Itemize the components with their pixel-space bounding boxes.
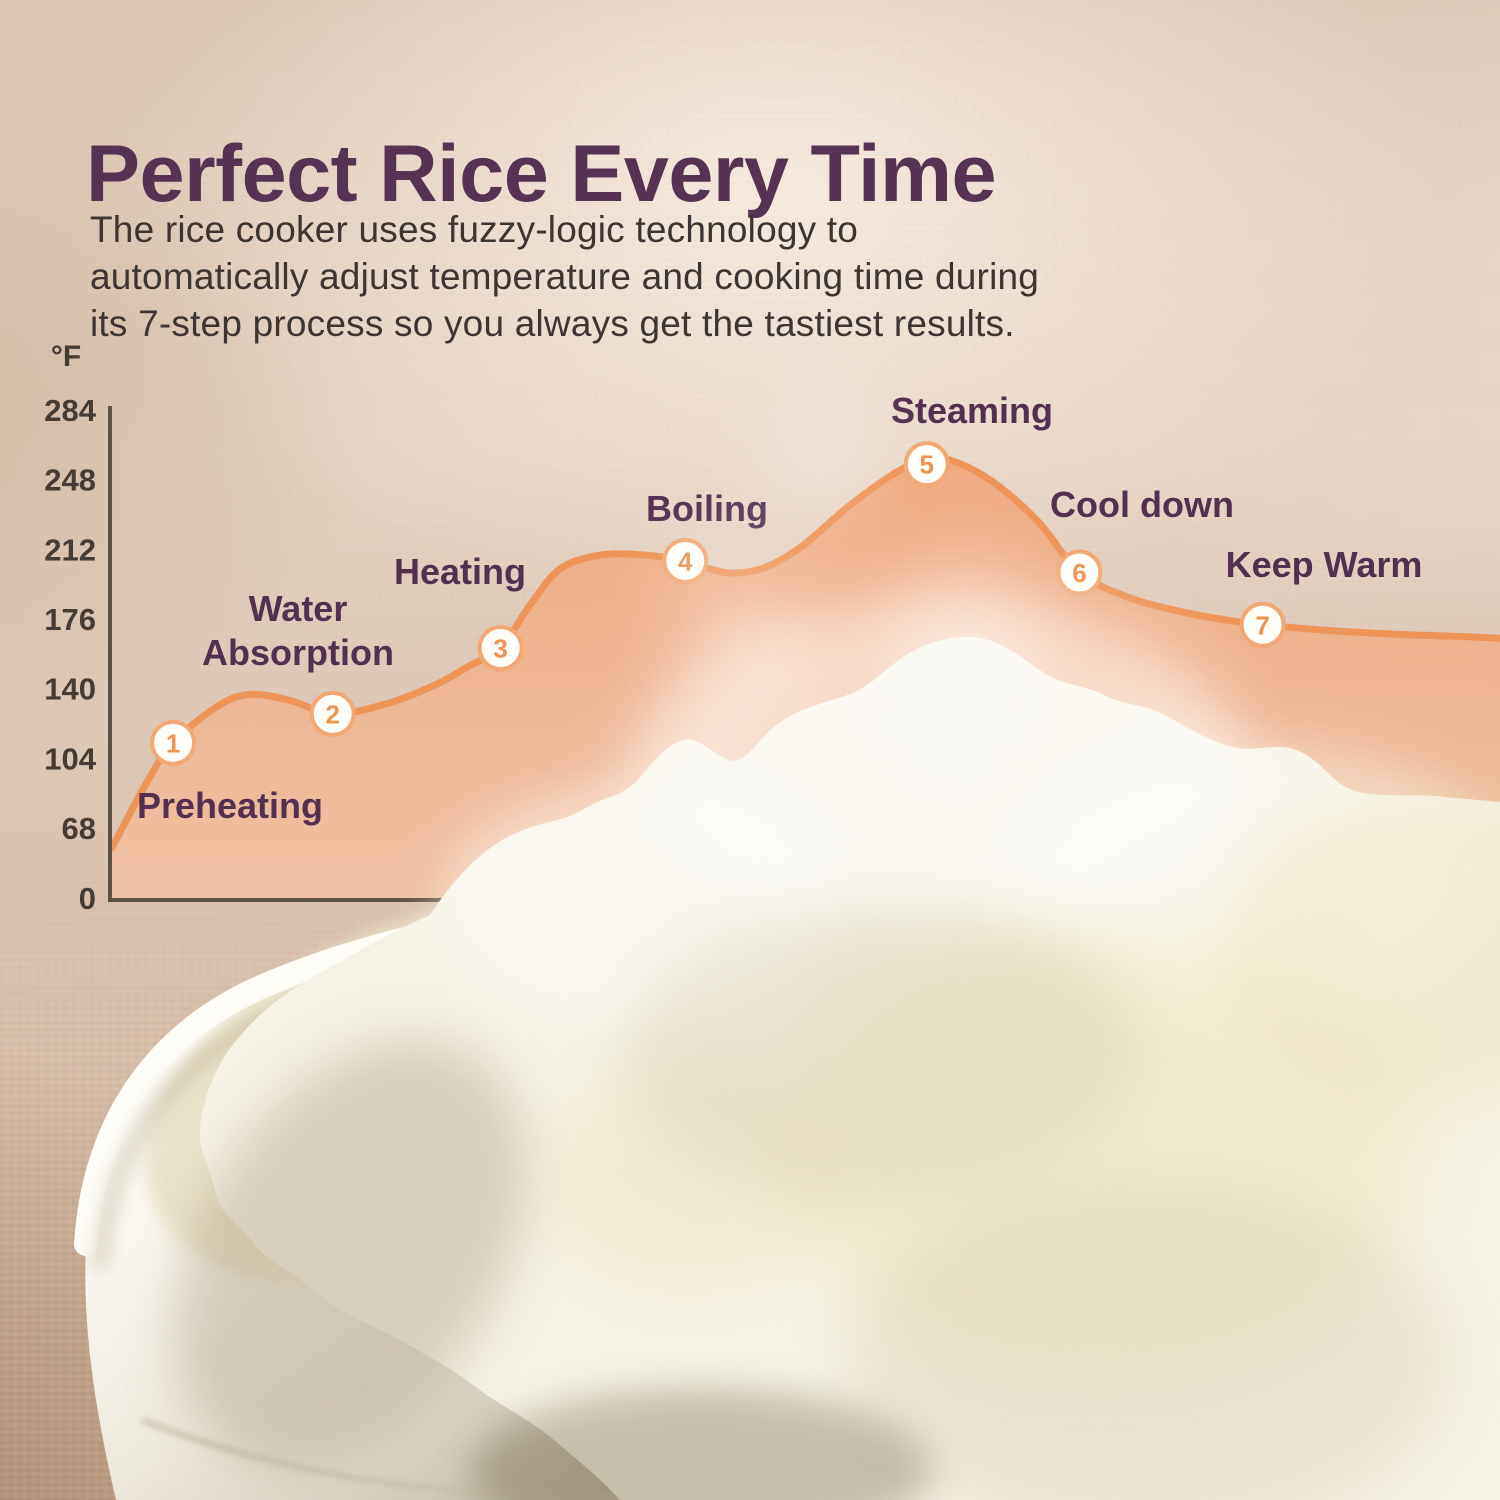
y-axis-tick-label: 176: [44, 602, 96, 637]
bowl-crease: [140, 1417, 651, 1500]
step-number: 1: [166, 728, 180, 758]
steam-wisp-front: [810, 570, 1100, 840]
description-line: its 7-step process so you always get the…: [90, 303, 1015, 344]
rice-mound: [173, 590, 1500, 1500]
step-marker: [309, 690, 356, 737]
step-label: Preheating: [137, 785, 323, 826]
step-marker: [1239, 601, 1286, 648]
step-label: Boiling: [646, 488, 768, 529]
step-number: 7: [1255, 610, 1269, 640]
page-title: Perfect Rice Every Time: [86, 129, 997, 220]
step-number: 2: [325, 699, 339, 729]
step-number: 4: [678, 546, 693, 576]
step-marker: [477, 625, 524, 672]
step-number: 3: [493, 634, 507, 664]
step-label: Cool down: [1050, 484, 1234, 525]
step-number: 6: [1072, 558, 1086, 588]
y-axis-tick-label: 104: [44, 741, 96, 776]
description-line: automatically adjust temperature and coo…: [90, 256, 1040, 297]
y-axis-tick-label: 212: [44, 532, 96, 567]
y-axis-unit: °F: [51, 340, 81, 373]
step-label: Heating: [394, 551, 526, 592]
y-axis-tick-label: 0: [79, 881, 96, 916]
y-axis-tick-label: 284: [44, 393, 96, 428]
step-label: Water: [249, 588, 348, 629]
y-axis-tick-label: 140: [44, 672, 96, 707]
step-marker: [903, 441, 950, 488]
step-marker: [662, 537, 709, 584]
step-label: Steaming: [891, 390, 1053, 431]
step-number: 5: [920, 450, 934, 480]
temperature-curve: [108, 454, 1500, 852]
description-text: The rice cooker uses fuzzy-logic technol…: [90, 206, 1240, 347]
step-marker: [1056, 549, 1103, 596]
step-label: Absorption: [202, 632, 394, 673]
step-marker: [150, 719, 197, 766]
step-label: Keep Warm: [1226, 544, 1423, 585]
description-line: The rice cooker uses fuzzy-logic technol…: [90, 209, 859, 250]
y-axis-tick-label: 68: [62, 811, 96, 846]
y-axis-tick-label: 248: [44, 463, 96, 498]
